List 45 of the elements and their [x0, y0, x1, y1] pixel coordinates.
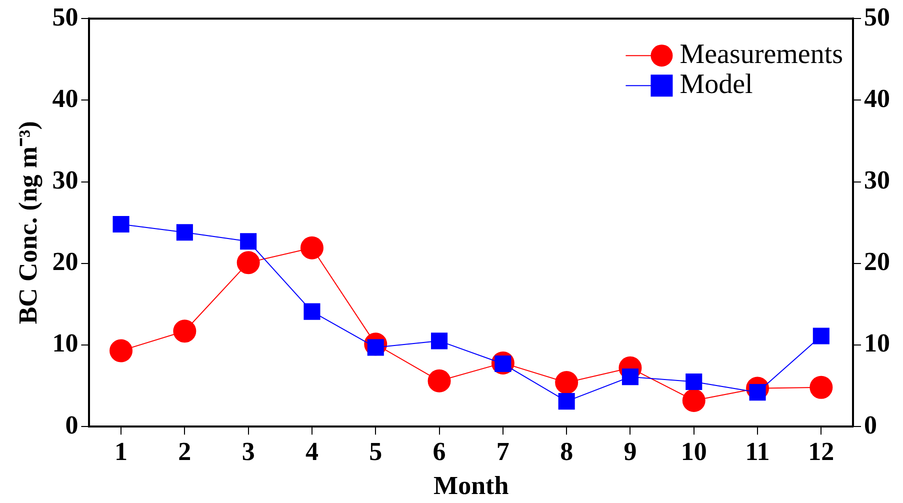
y-tick-label: 30 [52, 166, 78, 195]
x-tick-label: 4 [305, 436, 318, 466]
point [173, 320, 196, 343]
y-tick-label: 50 [52, 2, 78, 32]
x-tick-label: 9 [624, 436, 637, 466]
point [240, 233, 257, 250]
y2-tick-label: 50 [864, 2, 890, 32]
y2-tick-label: 30 [864, 166, 890, 195]
x-tick-label: 7 [496, 436, 510, 466]
point [430, 332, 448, 350]
x-tick-label: 2 [178, 436, 192, 466]
legend-label: Measurements [680, 38, 844, 70]
x-tick-label: 3 [242, 436, 255, 466]
y-tick-label: 20 [52, 247, 78, 276]
x-tick-label: 11 [745, 436, 770, 466]
point [555, 371, 578, 394]
legend-label: Model [680, 68, 754, 100]
point [428, 369, 451, 392]
point [300, 236, 324, 260]
point [112, 216, 130, 233]
y-tick-label: 0 [65, 410, 78, 440]
point [810, 376, 833, 399]
y-tick-label: 40 [52, 84, 78, 113]
y2-tick-label: 20 [864, 247, 890, 276]
x-tick-label: 12 [808, 436, 834, 466]
x-tick-label: 8 [560, 436, 574, 466]
point [304, 303, 320, 320]
point [176, 224, 193, 241]
y-tick-label: 10 [52, 328, 78, 358]
x-tick-label: 5 [369, 436, 382, 466]
x-tick-label: 10 [680, 436, 707, 466]
point [558, 393, 575, 410]
point [236, 251, 260, 274]
point [686, 373, 702, 390]
x-tick-label: 1 [114, 436, 128, 466]
y2-tick-label: 10 [864, 328, 890, 358]
point [622, 368, 639, 386]
y-axis-title: BC Conc. (ng m⁻³) [13, 121, 42, 324]
y2-tick-label: 0 [864, 410, 877, 440]
point [682, 388, 706, 412]
y2-tick-label: 40 [864, 84, 890, 113]
point [812, 328, 830, 344]
x-tick-label: 6 [432, 436, 446, 466]
point [110, 339, 133, 362]
x-axis-title: Month [434, 471, 510, 500]
